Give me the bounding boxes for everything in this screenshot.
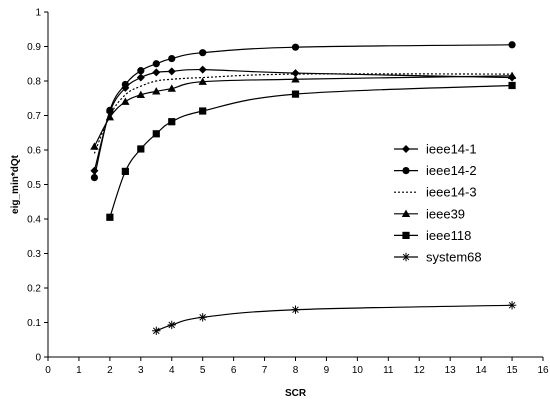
data-point-ieee118 (168, 118, 176, 126)
data-point-ieee39 (105, 113, 115, 121)
data-point-ieee39 (152, 87, 161, 95)
x-tick-label: 12 (414, 365, 426, 376)
data-point-ieee118 (508, 81, 516, 90)
legend-marker (402, 167, 410, 175)
data-point-ieee14-1 (152, 68, 161, 77)
x-axis-title: SCR (285, 388, 307, 399)
legend-label: ieee14-2 (426, 163, 477, 178)
x-tick-label: 15 (507, 365, 519, 376)
data-point-system68 (152, 326, 161, 335)
y-tick-label: 0.7 (27, 111, 41, 122)
legend-label: system68 (426, 250, 482, 265)
legend-marker (402, 231, 410, 239)
legend-item-ieee118: ieee118 (394, 228, 471, 243)
legend-label: ieee14-3 (426, 185, 477, 200)
x-tick-label: 4 (169, 365, 175, 376)
data-point-ieee118 (137, 145, 145, 153)
y-tick-label: 1 (35, 8, 41, 19)
x-tick-label: 2 (107, 365, 113, 376)
series-system68 (152, 301, 517, 335)
x-tick-label: 9 (324, 365, 330, 376)
y-tick-label: 0.4 (27, 215, 41, 226)
y-axis-title: eig_min*dQt (10, 154, 21, 214)
series-line-ieee39 (93, 75, 513, 147)
data-point-ieee39 (291, 75, 300, 83)
data-point-system68 (167, 320, 176, 330)
data-point-ieee118 (106, 213, 114, 221)
data-point-ieee14-2 (121, 80, 129, 89)
tick-labels: 0 1 2 3 4 5 6 7 8 9 10 11 12 13 14 15 1600.10.20.30.40.5… (27, 8, 549, 377)
x-tick-label: 13 (445, 365, 457, 376)
data-point-ieee39 (507, 71, 517, 80)
series-ieee39 (90, 71, 517, 150)
y-tick-label: 0.9 (27, 42, 41, 53)
data-point-ieee118 (291, 90, 300, 98)
x-tick-label: 16 (537, 365, 549, 376)
y-tick-label: 0.2 (27, 284, 41, 295)
series-line-system68 (156, 304, 513, 332)
y-tick-label: 0.8 (27, 77, 41, 88)
x-tick-label: 11 (383, 365, 394, 376)
data-point-ieee14-2 (106, 106, 114, 114)
legend: ieee14-1 ieee14-2 ieee14-3 ieee39 ieee118 sys… (394, 142, 482, 265)
data-point-system68 (507, 301, 517, 310)
series-group (90, 41, 517, 335)
y-tick-label: 0.3 (27, 249, 41, 260)
legend-marker (402, 145, 410, 153)
data-point-ieee118 (152, 130, 160, 138)
x-tick-label: 10 (352, 365, 364, 376)
series-line-ieee14-1 (93, 68, 513, 171)
data-point-ieee14-2 (152, 60, 160, 68)
data-point-ieee14-1 (167, 67, 176, 76)
x-tick-label: 1 (76, 365, 82, 376)
data-point-ieee14-1 (198, 65, 207, 74)
legend-item-system68: system68 (394, 250, 482, 265)
data-point-ieee118 (199, 107, 207, 115)
data-point-ieee14-2 (291, 43, 300, 51)
series-line-ieee14-2 (93, 44, 513, 178)
data-point-ieee14-2 (508, 41, 516, 49)
legend-label: ieee118 (426, 228, 471, 243)
legend-item-ieee14-2: ieee14-2 (394, 163, 477, 178)
y-tick-label: 0.6 (27, 146, 41, 157)
data-point-ieee14-2 (137, 67, 145, 75)
series-ieee14-1 (90, 65, 517, 175)
axes (44, 11, 544, 361)
legend-marker (401, 252, 411, 262)
x-tick-label: 14 (476, 365, 488, 376)
series-ieee14-2 (90, 41, 516, 182)
data-point-ieee14-2 (90, 174, 99, 182)
data-point-ieee39 (90, 142, 99, 150)
x-tick-label: 8 (293, 365, 299, 376)
x-tick-label: 6 (231, 365, 237, 376)
data-point-ieee39 (198, 77, 207, 85)
legend-label: ieee14-1 (426, 142, 477, 157)
x-tick-label: 0 (45, 365, 51, 376)
y-tick-label: 0 (35, 353, 41, 364)
legend-label: ieee39 (426, 206, 465, 221)
x-tick-label: 7 (262, 365, 268, 376)
data-point-ieee14-1 (136, 73, 145, 82)
y-tick-label: 0.5 (27, 180, 41, 191)
data-point-ieee14-2 (199, 49, 207, 57)
legend-marker (401, 209, 411, 217)
legend-item-ieee14-3: ieee14-3 (394, 185, 477, 200)
data-point-system68 (198, 313, 207, 322)
data-point-ieee39 (167, 84, 176, 92)
y-tick-label: 0.1 (27, 318, 41, 329)
x-tick-label: 3 (138, 365, 144, 376)
data-point-ieee14-1 (291, 69, 300, 78)
data-point-ieee14-1 (90, 166, 99, 175)
series-ieee118 (106, 81, 516, 221)
legend-item-ieee39: ieee39 (394, 206, 465, 221)
data-point-ieee118 (121, 167, 129, 175)
data-point-ieee39 (121, 97, 130, 105)
data-point-ieee14-2 (168, 54, 176, 63)
x-tick-label: 5 (200, 365, 206, 376)
data-point-ieee39 (136, 90, 146, 98)
data-point-system68 (291, 305, 300, 314)
legend-item-ieee14-1: ieee14-1 (394, 142, 477, 157)
